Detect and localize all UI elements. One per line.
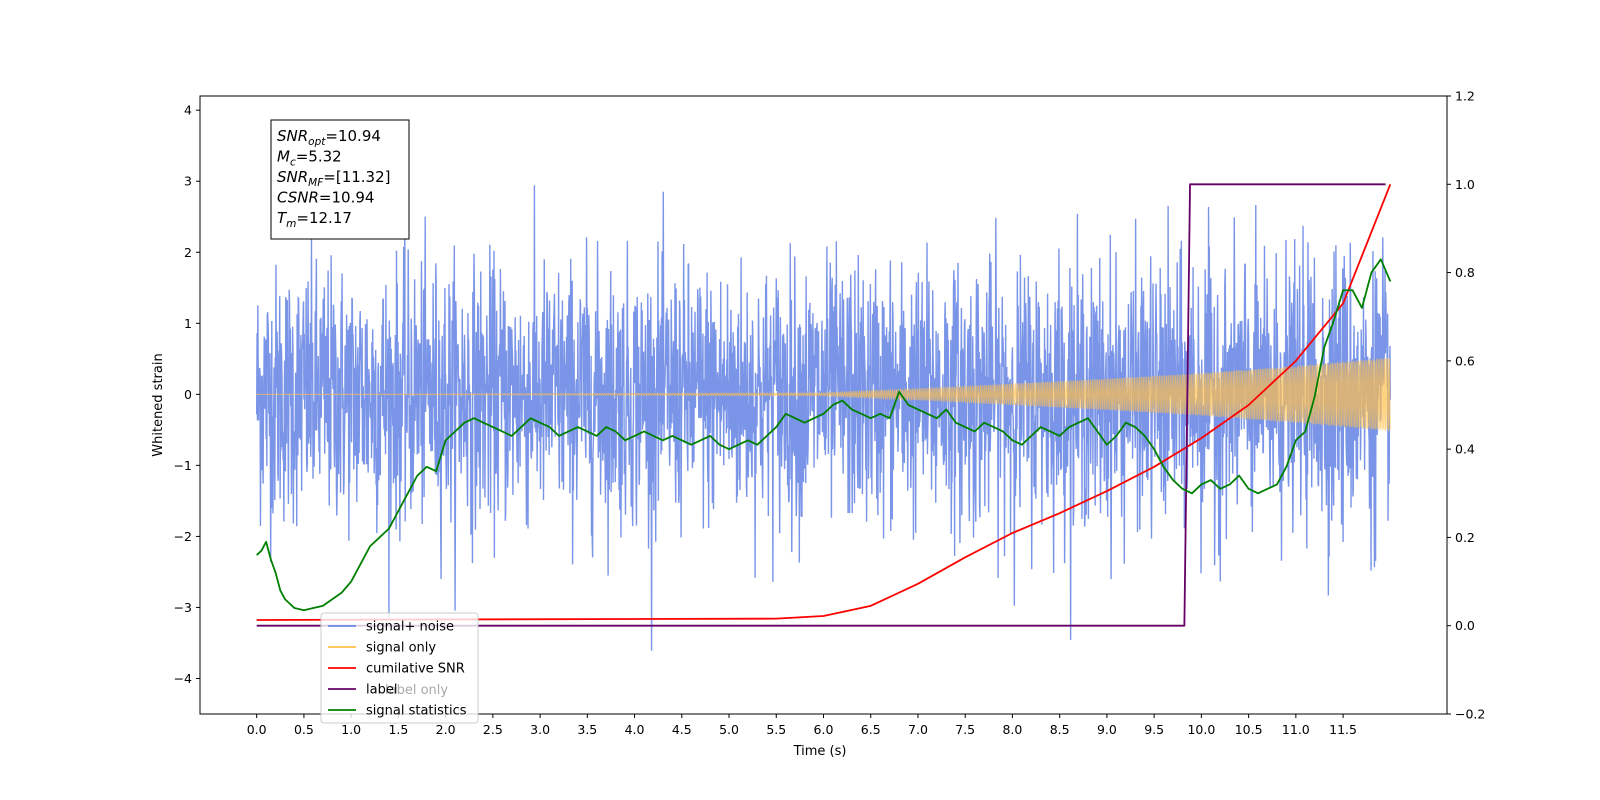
x-tick-label: 7.5 — [955, 722, 975, 737]
annotation-symbol: M — [277, 148, 290, 166]
y2-tick-label: 1.0 — [1455, 177, 1475, 192]
legend: label only signal+ noise signal only cumil… — [320, 612, 479, 724]
annotation-value: =10.94 — [325, 127, 381, 145]
y2-tick-label: 0.8 — [1455, 265, 1475, 280]
y2-tick-label: 0.2 — [1455, 530, 1475, 545]
x-tick-label: 1.5 — [388, 722, 408, 737]
x-tick-label: 10.0 — [1187, 722, 1215, 737]
x-tick-label: 4.5 — [672, 722, 692, 737]
annotation-line: SNRMF=[11.32] — [277, 168, 391, 189]
y2-tick-label: 0.6 — [1455, 353, 1475, 368]
annotation-subscript: opt — [308, 136, 326, 148]
y-tick-label: −4 — [174, 671, 192, 686]
x-axis-label: Time (s) — [793, 744, 847, 759]
y-tick-label: −3 — [174, 600, 192, 615]
x-tick-label: 2.5 — [483, 722, 503, 737]
x-tick-label: 2.0 — [436, 722, 456, 737]
annotation-value: =10.94 — [319, 189, 375, 207]
x-tick-label: 4.0 — [625, 722, 645, 737]
y-tick-label: 0 — [184, 387, 192, 402]
x-tick-label: 9.0 — [1097, 722, 1117, 737]
legend-label: signal+ noise — [366, 620, 454, 635]
y-axis-right: −0.2 0.0 0.2 0.4 0.6 0.8 1.0 1.2 — [1447, 89, 1485, 722]
annotation-subscript: MF — [308, 177, 324, 189]
annotation-value: =12.17 — [296, 209, 352, 227]
annotation-box: SNRopt=10.94Mc=5.32SNRMF=[11.32]CSNR=10.… — [270, 119, 410, 240]
x-tick-label: 3.0 — [530, 722, 550, 737]
annotation-symbol: CSNR — [277, 189, 319, 207]
annotation-subscript: m — [286, 218, 296, 230]
series-layer — [255, 183, 1392, 651]
legend-ghost-text: label only — [385, 683, 448, 698]
x-tick-label: 11.5 — [1329, 722, 1357, 737]
annotation-value: =[11.32] — [323, 168, 390, 186]
legend-label: label — [366, 683, 397, 698]
x-tick-label: 11.0 — [1282, 722, 1310, 737]
y-axis-left: −4 −3 −2 −1 0 1 2 3 4 — [174, 103, 200, 686]
legend-label: signal only — [366, 641, 436, 656]
annotation-frame — [270, 119, 410, 240]
y-axis-label: Whitened strain — [151, 353, 166, 456]
x-tick-label: 5.5 — [766, 722, 786, 737]
x-tick-label: 0.5 — [294, 722, 314, 737]
y-tick-label: 2 — [184, 245, 192, 260]
annotation-line: CSNR=10.94 — [277, 189, 374, 207]
x-tick-label: 9.5 — [1144, 722, 1164, 737]
series-signal-statistics — [256, 258, 1392, 612]
annotation-symbol: T — [277, 209, 288, 227]
annotation-symbol: SNR — [277, 127, 308, 145]
annotation-line: SNRopt=10.94 — [277, 127, 381, 148]
x-tick-label: 5.0 — [719, 722, 739, 737]
y2-tick-label: −0.2 — [1455, 707, 1485, 722]
plot-area — [255, 183, 1392, 651]
legend-label: cumilative SNR — [366, 662, 465, 677]
x-tick-label: 6.5 — [861, 722, 881, 737]
annotation-line: Mc=5.32 — [277, 148, 342, 169]
series-label — [256, 183, 1386, 627]
legend-label: signal statistics — [366, 704, 467, 719]
x-tick-label: 7.0 — [908, 722, 928, 737]
annotation-value: =5.32 — [296, 148, 342, 166]
x-tick-label: 10.5 — [1235, 722, 1263, 737]
y-tick-label: 1 — [184, 316, 192, 331]
x-tick-label: 0.0 — [247, 722, 267, 737]
y-tick-label: 3 — [184, 174, 192, 189]
x-tick-label: 3.5 — [577, 722, 597, 737]
y2-tick-label: 1.2 — [1455, 89, 1475, 104]
x-tick-label: 1.0 — [341, 722, 361, 737]
annotation-symbol: SNR — [277, 168, 308, 186]
x-tick-label: 6.0 — [814, 722, 834, 737]
y-tick-label: −1 — [174, 458, 192, 473]
annotation-subscript: c — [290, 157, 296, 169]
x-tick-label: 8.5 — [1050, 722, 1070, 737]
y2-tick-label: 0.0 — [1455, 618, 1475, 633]
annotation-line: Tm=12.17 — [277, 209, 352, 230]
legend-frame — [320, 612, 479, 724]
series-signal-only — [256, 357, 1391, 432]
y-tick-label: 4 — [184, 103, 192, 118]
y-tick-label: −2 — [174, 529, 192, 544]
x-tick-label: 8.0 — [1002, 722, 1022, 737]
x-axis: 0.0 0.5 1.0 1.5 2.0 2.5 3.0 3.5 4.0 4.5 5.0 5.5 6.0 6… — [247, 714, 1357, 737]
series-cumulative-snr — [256, 183, 1392, 621]
y2-tick-label: 0.4 — [1455, 442, 1475, 457]
